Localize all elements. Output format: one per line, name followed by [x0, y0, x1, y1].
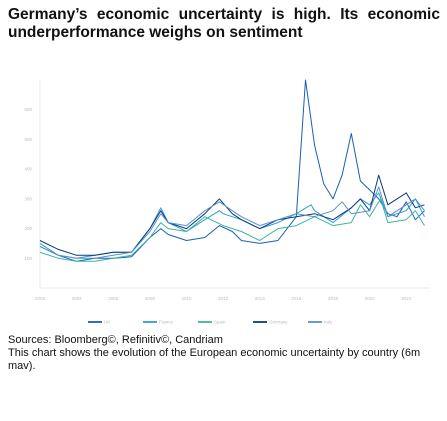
series-layer	[39, 79, 425, 262]
legend-item-uk: UK	[88, 320, 110, 325]
x-tick-label: 2002	[35, 296, 46, 301]
y-tick-label: 500	[24, 137, 32, 142]
page-title: Germany’s economic uncertainty is high. …	[8, 6, 440, 41]
y-tick-label: 400	[24, 167, 32, 172]
legend-item-spain: Spain	[198, 320, 226, 325]
legend-label: UK	[104, 320, 110, 325]
legend-label: France	[159, 320, 174, 325]
legend-label: Spain	[214, 320, 226, 325]
x-tick-label: 2010	[181, 296, 192, 301]
legend-item-germany: Germany	[253, 320, 288, 325]
series-line-spain	[39, 198, 425, 262]
chart-description: This chart shows the evolution of the Eu…	[8, 347, 421, 372]
chart-notes: Sources: Bloomberg©, Refinitiv©, Candria…	[8, 334, 442, 373]
legend-item-italy: Italy	[308, 320, 333, 325]
x-tick-label: 2020	[365, 296, 376, 301]
x-tick-label: 2016	[291, 296, 302, 301]
x-tick-label: 2004	[72, 296, 83, 301]
series-line-italy	[39, 186, 425, 259]
chart-legend: UK France Spain Germany Italy	[88, 320, 333, 325]
series-line-uk	[39, 79, 425, 262]
x-tick-label: 2018	[328, 296, 339, 301]
uncertainty-line-chart: 100 200 300 400 500 600 2002 2004 2006 2008 2010 20…	[24, 79, 430, 325]
x-tick-label: 2008	[145, 296, 156, 301]
legend-label: Italy	[324, 320, 333, 325]
sources-text: Sources: Bloomberg©, Refinitiv©, Candria…	[8, 334, 223, 346]
series-line-germany	[39, 174, 425, 256]
x-tick-label: 2022	[401, 296, 412, 301]
y-tick-label: 100	[24, 256, 32, 261]
legend-item-france: France	[143, 320, 174, 325]
axis-layer: 100 200 300 400 500 600 2002 2004 2006 2008 2010 20…	[24, 80, 430, 301]
y-tick-label: 600	[24, 107, 32, 112]
x-tick-label: 2006	[108, 296, 119, 301]
series-line-france	[39, 192, 425, 259]
x-tick-label: 2014	[255, 296, 266, 301]
legend-label: Germany	[269, 320, 288, 325]
y-tick-label: 300	[24, 196, 32, 201]
y-tick-label: 200	[24, 226, 32, 231]
x-tick-label: 2012	[218, 296, 229, 301]
